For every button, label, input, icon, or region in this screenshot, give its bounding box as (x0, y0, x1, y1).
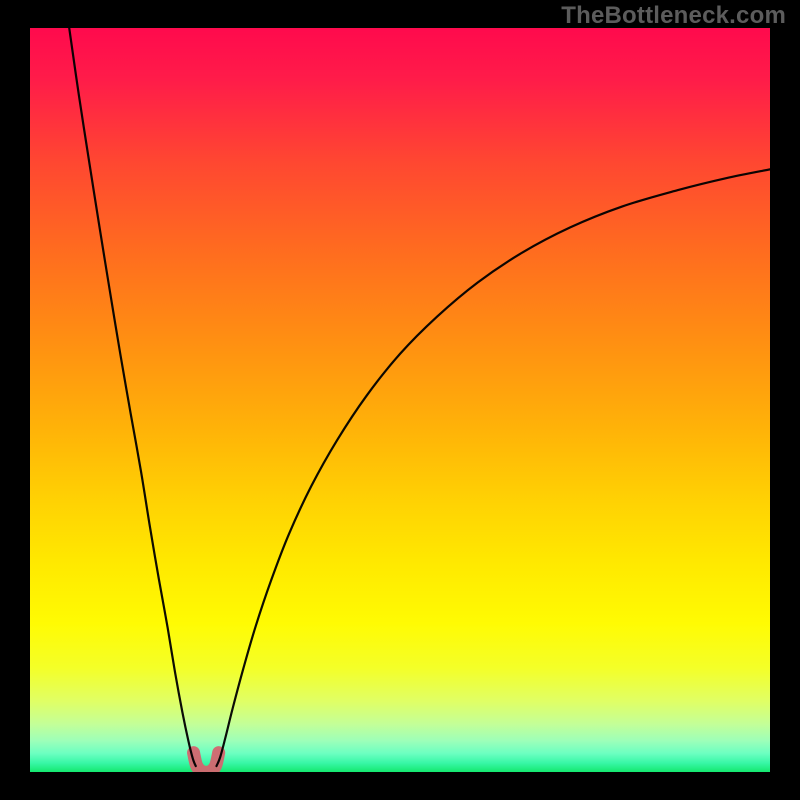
plot-area (30, 28, 770, 772)
watermark-text: TheBottleneck.com (561, 2, 786, 30)
curve-layer (30, 28, 770, 772)
gradient-background (30, 28, 770, 772)
canvas-root: TheBottleneck.com (0, 0, 800, 800)
